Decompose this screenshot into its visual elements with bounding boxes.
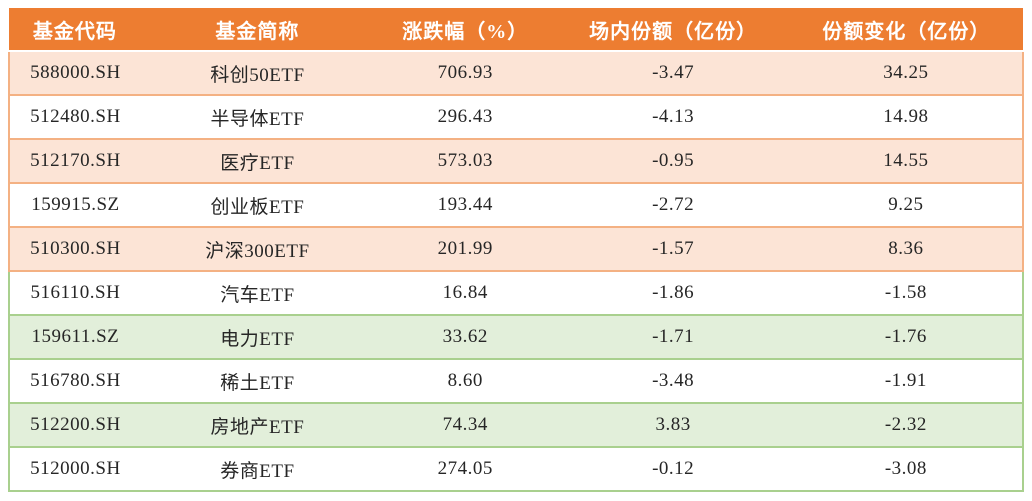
cell-fund-name: 半导体ETF [140,95,375,140]
cell-market-shares: -2.72 [556,183,790,228]
cell-share-change: 34.25 [789,51,1025,96]
cell-market-shares: -1.86 [556,271,790,316]
cell-share-change: 14.98 [789,95,1025,140]
cell-fund-code: 510300.SH [8,227,141,272]
cell-change-pct: 16.84 [374,271,557,316]
cell-fund-code: 512200.SH [8,403,141,448]
table-row: 159915.SZ 创业板ETF 193.44 -2.72 9.25 [8,183,1025,228]
cell-fund-code: 512000.SH [8,447,141,492]
cell-market-shares: -4.13 [556,95,790,140]
cell-change-pct: 201.99 [374,227,557,272]
table-row: 510300.SH 沪深300ETF 201.99 -1.57 8.36 [8,227,1025,272]
cell-fund-name: 沪深300ETF [140,227,375,272]
cell-share-change: 8.36 [789,227,1025,272]
cell-change-pct: 74.34 [374,403,557,448]
cell-market-shares: -1.57 [556,227,790,272]
cell-fund-name: 医疗ETF [140,139,375,184]
cell-change-pct: 573.03 [374,139,557,184]
header-cell-share-change: 份额变化（亿份） [789,8,1023,52]
cell-fund-name: 房地产ETF [140,403,375,448]
table-row: 516110.SH 汽车ETF 16.84 -1.86 -1.58 [8,271,1025,316]
cell-fund-name: 科创50ETF [140,51,375,96]
cell-fund-code: 159915.SZ [8,183,141,228]
cell-change-pct: 706.93 [374,51,557,96]
cell-share-change: -1.58 [789,271,1025,316]
cell-market-shares: -1.71 [556,315,790,360]
cell-market-shares: -3.48 [556,359,790,404]
cell-market-shares: 3.83 [556,403,790,448]
cell-share-change: 14.55 [789,139,1025,184]
cell-market-shares: -3.47 [556,51,790,96]
table-row: 159611.SZ 电力ETF 33.62 -1.71 -1.76 [8,315,1025,360]
header-cell-fund-code: 基金代码 [9,8,141,52]
header-cell-change-pct: 涨跌幅（%） [374,8,557,52]
table-row: 512000.SH 券商ETF 274.05 -0.12 -3.08 [8,447,1025,492]
cell-fund-code: 516780.SH [8,359,141,404]
cell-fund-code: 159611.SZ [8,315,141,360]
cell-share-change: 9.25 [789,183,1025,228]
cell-change-pct: 296.43 [374,95,557,140]
etf-table: 基金代码 基金简称 涨跌幅（%） 场内份额（亿份） 份额变化（亿份） 58800… [8,8,1025,492]
cell-market-shares: -0.12 [556,447,790,492]
table-body: 588000.SH 科创50ETF 706.93 -3.47 34.25 512480.S… [8,51,1025,492]
cell-fund-name: 创业板ETF [140,183,375,228]
cell-change-pct: 193.44 [374,183,557,228]
cell-market-shares: -0.95 [556,139,790,184]
cell-fund-code: 512480.SH [8,95,141,140]
cell-fund-code: 588000.SH [8,51,141,96]
table-row: 512170.SH 医疗ETF 573.03 -0.95 14.55 [8,139,1025,184]
cell-share-change: -1.91 [789,359,1025,404]
cell-fund-code: 512170.SH [8,139,141,184]
cell-change-pct: 33.62 [374,315,557,360]
cell-fund-name: 汽车ETF [140,271,375,316]
table-row: 588000.SH 科创50ETF 706.93 -3.47 34.25 [8,51,1025,96]
etf-table-container: 基金代码 基金简称 涨跌幅（%） 场内份额（亿份） 份额变化（亿份） 58800… [8,8,1025,492]
cell-share-change: -3.08 [789,447,1025,492]
table-row: 512480.SH 半导体ETF 296.43 -4.13 14.98 [8,95,1025,140]
cell-share-change: -2.32 [789,403,1025,448]
cell-share-change: -1.76 [789,315,1025,360]
table-header-row: 基金代码 基金简称 涨跌幅（%） 场内份额（亿份） 份额变化（亿份） [9,8,1023,52]
table-row: 512200.SH 房地产ETF 74.34 3.83 -2.32 [8,403,1025,448]
cell-change-pct: 274.05 [374,447,557,492]
header-cell-fund-name: 基金简称 [140,8,375,52]
cell-fund-name: 券商ETF [140,447,375,492]
cell-fund-name: 电力ETF [140,315,375,360]
cell-change-pct: 8.60 [374,359,557,404]
header-cell-market-shares: 场内份额（亿份） [556,8,790,52]
table-row: 516780.SH 稀土ETF 8.60 -3.48 -1.91 [8,359,1025,404]
cell-fund-code: 516110.SH [8,271,141,316]
cell-fund-name: 稀土ETF [140,359,375,404]
